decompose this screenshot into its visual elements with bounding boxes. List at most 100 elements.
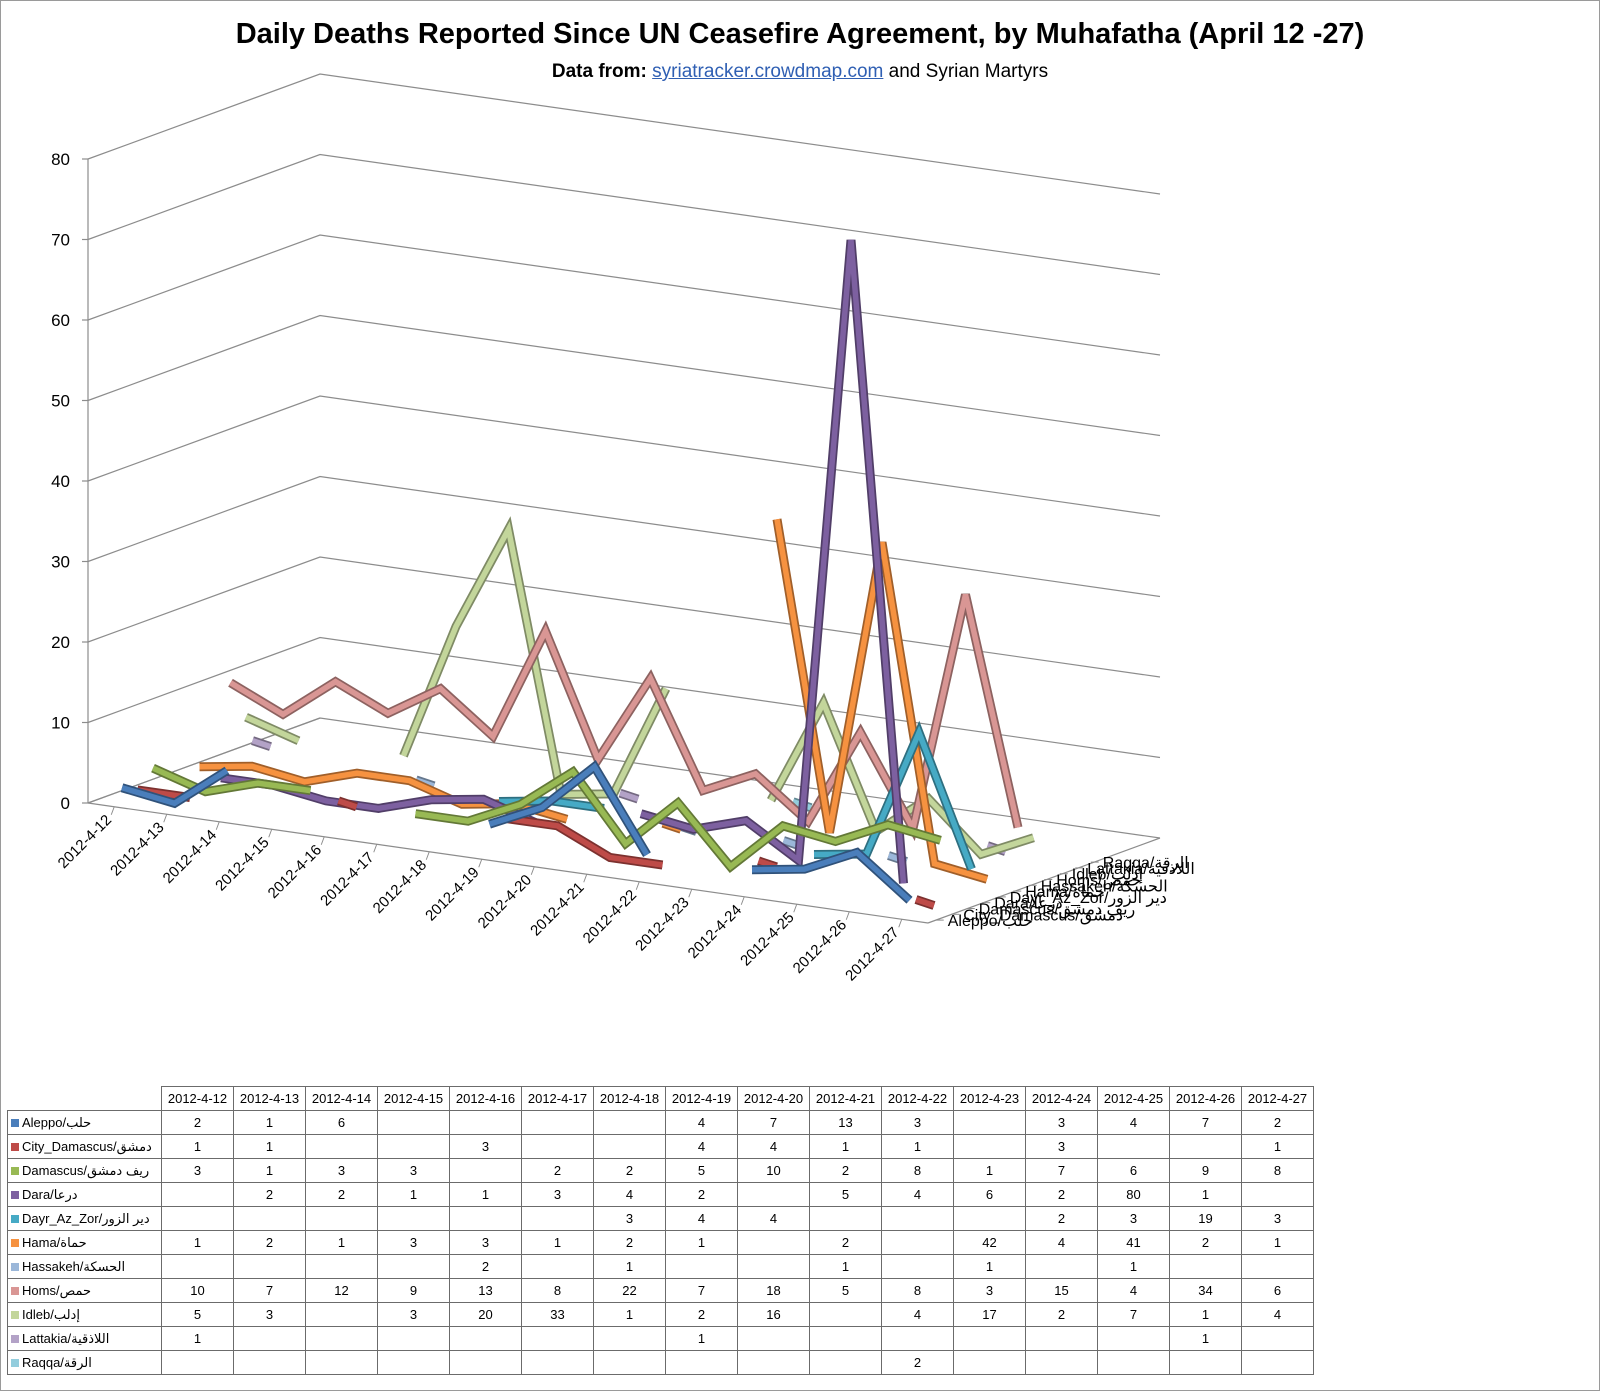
table-cell (233, 1350, 306, 1375)
table-cell: 8 (521, 1278, 594, 1303)
table-cell: 2 (161, 1110, 234, 1135)
table-cell: 8 (881, 1158, 954, 1183)
table-cell (1169, 1350, 1242, 1375)
x-tick-label: 2012-4-24 (685, 902, 745, 962)
series-line (151, 763, 942, 873)
table-column-header: 2012-4-14 (305, 1086, 378, 1111)
table-cell (377, 1350, 450, 1375)
table-cell (737, 1254, 810, 1279)
table-cell (377, 1206, 450, 1231)
table-cell (953, 1206, 1026, 1231)
table-body: Aleppo/حلب 2 1 6 4 7 13 3 3 4 7 2 City_Damascus/دمشق… (7, 1110, 1314, 1375)
legend-label: Damascus/ريف دمشق (22, 1162, 150, 1178)
y-tick-label: 50 (51, 392, 70, 411)
table-cell (881, 1230, 954, 1255)
table-cell: 3 (449, 1134, 522, 1159)
x-tick-mark (530, 866, 535, 875)
table-cell: 1 (449, 1182, 522, 1207)
x-tick-label: 2012-4-13 (107, 819, 167, 879)
x-tick-mark (163, 814, 168, 823)
x-tick-label: 2012-4-15 (212, 834, 272, 894)
table-cell: 2 (1025, 1302, 1098, 1327)
table-cell: 1 (1097, 1254, 1170, 1279)
gridline (87, 234, 1161, 356)
x-tick-mark (740, 896, 745, 905)
chart-subtitle: Data from: syriatracker.crowdmap.com and… (0, 61, 1600, 83)
table-cell (377, 1326, 450, 1351)
x-tick-label: 2012-4-25 (737, 909, 797, 969)
legend-label: Dara/درعا (22, 1186, 78, 1202)
table-cell (521, 1350, 594, 1375)
gridline (87, 314, 1161, 437)
table-cell: 2 (593, 1230, 666, 1255)
table-column-header: 2012-4-21 (809, 1086, 882, 1111)
table-cell: 2 (233, 1182, 306, 1207)
legend-label: City_Damascus/دمشق (22, 1138, 152, 1154)
table-cell (953, 1134, 1026, 1159)
table-header-row: 2012-4-12 2012-4-13 2012-4-14 2012-4-15 2012… (7, 1086, 1314, 1111)
table-cell (377, 1134, 450, 1159)
table-cell: 2 (1241, 1110, 1314, 1135)
table-cell: 19 (1169, 1206, 1242, 1231)
table-row-header: Raqqa/الرقة (7, 1350, 162, 1375)
gridline (87, 636, 1161, 759)
table-row-header: City_Damascus/دمشق (7, 1134, 162, 1159)
table-cell: 1 (1241, 1134, 1314, 1159)
x-tick-label: 2012-4-21 (527, 879, 587, 939)
legend-label: Hassakeh/الحسكة (22, 1258, 126, 1274)
table-cell: 4 (881, 1182, 954, 1207)
table-cell (305, 1134, 378, 1159)
table-cell: 1 (665, 1230, 738, 1255)
table-cell: 3 (377, 1302, 450, 1327)
x-tick-label: 2012-4-26 (790, 917, 850, 977)
legend-swatch (11, 1142, 19, 1151)
series-label: Idleb/إدلب (1072, 867, 1143, 884)
table-cell (1241, 1182, 1314, 1207)
x-tick-label: 2012-4-16 (265, 842, 325, 902)
series-line-face (488, 762, 650, 857)
series-label: Lattakia/اللاذقية (1087, 861, 1195, 878)
table-cell (449, 1326, 522, 1351)
chart-plot: 010203040506070802012-4-122012-4-132012-… (51, 73, 1195, 984)
table-row-header: Damascus/ريف دمشق (7, 1158, 162, 1183)
table-cell: 1 (1169, 1302, 1242, 1327)
series-lines (120, 239, 1035, 910)
table-cell (881, 1326, 954, 1351)
legend-label: Idleb/إدلب (22, 1306, 80, 1322)
table-cell (809, 1302, 882, 1327)
table-cell: 15 (1025, 1278, 1098, 1303)
table-cell: 2 (449, 1254, 522, 1279)
table-cell (1169, 1134, 1242, 1159)
table-row-header: Hama/حماة (7, 1230, 162, 1255)
table-cell: 1 (665, 1326, 738, 1351)
table-cell: 6 (1241, 1278, 1314, 1303)
series-label: Damascus/ريف دمشق (979, 902, 1136, 920)
table-cell: 1 (953, 1254, 1026, 1279)
table-cell: 4 (1097, 1110, 1170, 1135)
table-cell (1097, 1350, 1170, 1375)
table-cell (1169, 1254, 1242, 1279)
table-cell (665, 1350, 738, 1375)
y-tick-label: 70 (51, 231, 70, 250)
table-cell: 4 (593, 1182, 666, 1207)
x-tick-mark (898, 919, 903, 928)
table-column-header: 2012-4-13 (233, 1086, 306, 1111)
table-cell (593, 1350, 666, 1375)
source-link[interactable]: syriatracker.crowdmap.com (652, 61, 884, 82)
table-cell: 3 (377, 1230, 450, 1255)
subtitle-prefix: Data from: (551, 61, 647, 82)
x-tick-label: 2012-4-23 (632, 894, 692, 954)
table-cell: 6 (305, 1110, 378, 1135)
table-cell (737, 1182, 810, 1207)
table-cell (161, 1182, 234, 1207)
table-cell: 5 (809, 1278, 882, 1303)
table-cell (593, 1326, 666, 1351)
table-row-header: Aleppo/حلب (7, 1110, 162, 1135)
table-cell: 4 (1241, 1302, 1314, 1327)
x-tick-label: 2012-4-17 (317, 849, 377, 909)
x-tick-label: 2012-4-12 (55, 812, 115, 872)
table-cell: 3 (233, 1302, 306, 1327)
table-cell: 1 (305, 1230, 378, 1255)
table-cell: 18 (737, 1278, 810, 1303)
table-cell: 16 (737, 1302, 810, 1327)
